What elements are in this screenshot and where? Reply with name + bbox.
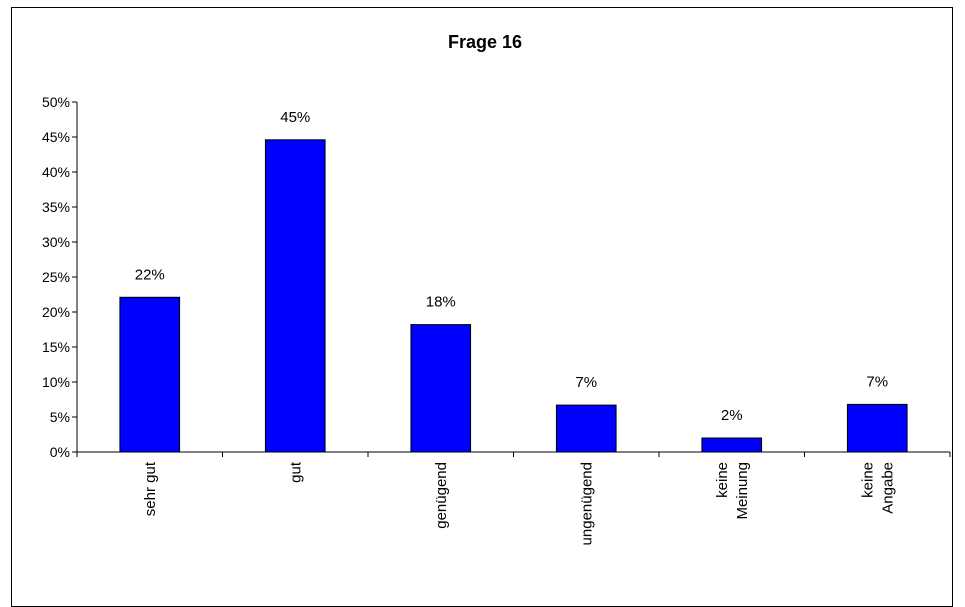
category-label: genügend xyxy=(433,462,450,529)
y-tick-label: 30% xyxy=(42,234,70,250)
x-tick-labels: sehr gut gut genügend ungenügend keine Meinun… xyxy=(142,461,897,545)
category-label: keine xyxy=(859,462,876,498)
y-tick-label: 10% xyxy=(42,374,70,390)
bar xyxy=(119,296,181,453)
category-label: ungenügend xyxy=(578,462,595,545)
bar xyxy=(410,324,472,453)
data-label: 7% xyxy=(575,374,597,391)
y-tick-label: 25% xyxy=(42,269,70,285)
data-label: 7% xyxy=(866,373,888,390)
y-tick-label: 40% xyxy=(42,164,70,180)
y-tick-label: 5% xyxy=(50,409,70,425)
bar xyxy=(701,437,763,453)
data-labels: 22% 45% 18% 7% 2% 7% xyxy=(135,109,888,424)
data-label: 45% xyxy=(280,109,310,126)
category-label: gut xyxy=(287,461,304,483)
chart-title: Frage 16 xyxy=(448,32,522,52)
y-axis: 0% 5% 10% 15% 20% 25% 30% 35% 40% 45% 50% xyxy=(42,94,78,460)
bar xyxy=(264,139,326,453)
category-label: Angabe xyxy=(879,462,896,514)
data-label: 18% xyxy=(426,294,456,311)
category-label: sehr gut xyxy=(142,461,159,516)
category-label: Meinung xyxy=(734,462,751,520)
data-label: 2% xyxy=(721,407,743,424)
bar-chart: Frage 16 0% 5% 10% 15% 20% 25% 30% 35% 40% 45% 50%… xyxy=(42,32,951,545)
x-axis xyxy=(76,451,951,457)
y-tick-label: 15% xyxy=(42,339,70,355)
y-tick-label: 35% xyxy=(42,199,70,215)
y-tick-label: 0% xyxy=(50,444,70,460)
y-tick-label: 20% xyxy=(42,304,70,320)
bars xyxy=(119,139,908,453)
bar xyxy=(555,404,617,453)
y-tick-label: 45% xyxy=(42,129,70,145)
data-label: 22% xyxy=(135,266,165,283)
y-tick-label: 50% xyxy=(42,94,70,110)
category-label: keine xyxy=(714,462,731,498)
bar xyxy=(846,403,908,453)
